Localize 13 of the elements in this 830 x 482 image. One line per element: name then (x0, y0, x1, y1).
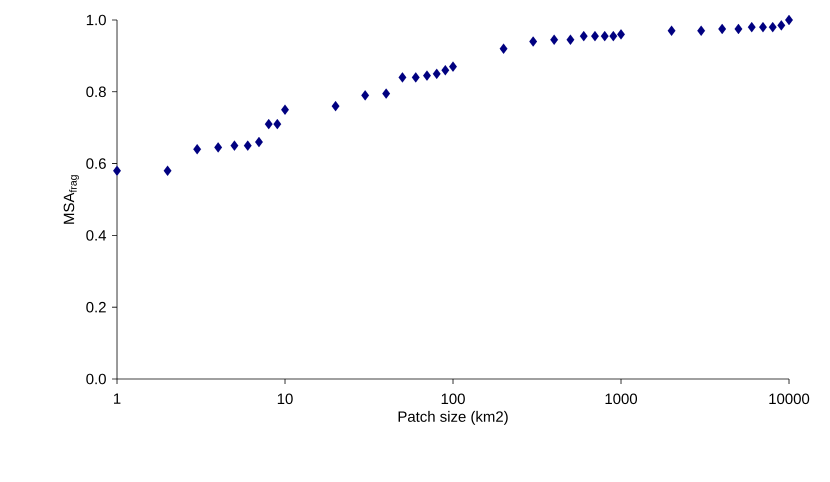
y-tick-label: 0.2 (86, 302, 106, 312)
y-tick-label: 0.4 (86, 230, 106, 241)
x-tick-label: 1 (114, 394, 120, 404)
y-axis-title: MSA$_{frag}$ (64, 175, 79, 224)
y-tick-label: 0.6 (86, 158, 106, 169)
x-tick-label: 100 (442, 394, 465, 404)
x-tick-label: 10000 (769, 394, 810, 404)
y-tick-label: 1.0 (86, 14, 106, 26)
x-axis-title: Patch size (km2) (398, 410, 508, 425)
x-tick-label: 1000 (606, 394, 638, 404)
y-tick-label: 0.8 (86, 86, 106, 98)
y-tick-label: 0.0 (86, 374, 106, 384)
x-tick-label: 10 (278, 394, 293, 404)
